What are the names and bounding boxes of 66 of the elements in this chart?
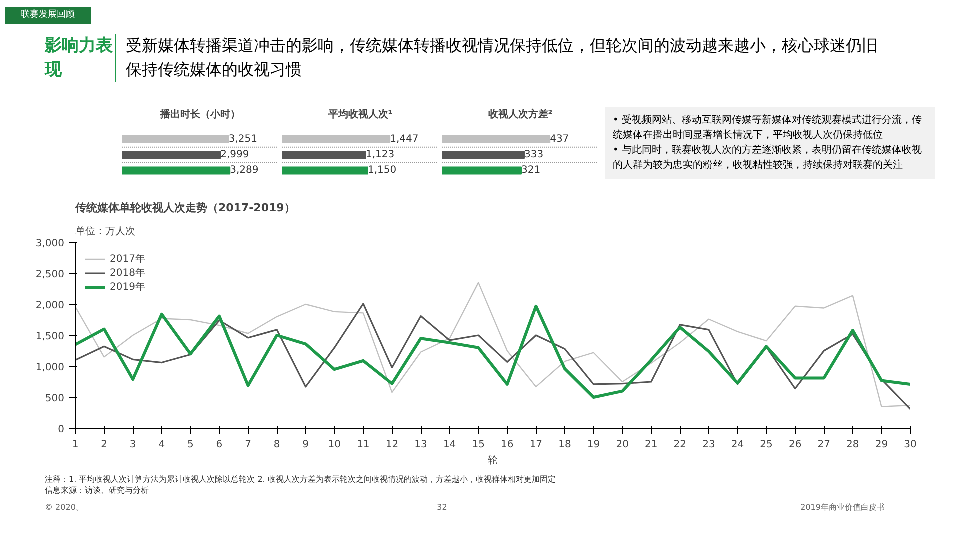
text: • 与此同时，联赛收视人次的方差逐渐收紧，表明仍留在传统媒体收视的人群为较为忠实的粉丝，收视粘性较强，持续保持对联赛的关注 — [613, 144, 924, 173]
data-label: 321 — [522, 165, 541, 176]
x-tick-label: 15 — [472, 440, 485, 450]
x-axis-title: 轮 — [488, 454, 498, 466]
x-tick-label: 28 — [846, 440, 860, 450]
data-label: 437 — [550, 134, 570, 146]
y-tick-label: 2,500 — [36, 270, 65, 280]
x-tick-label: 4 — [158, 440, 166, 450]
x-tick-label: 21 — [645, 440, 658, 450]
x-tick-label: 7 — [245, 440, 252, 450]
text: • 受视频网站、移动互联网传媒等新媒体对传统观赛模式进行分流，传统媒体在播出时间显著增长情况下，平均收视人次仍保持低位 — [613, 114, 924, 143]
x-tick-label: 24 — [731, 440, 744, 450]
x-tick-label: 10 — [328, 440, 342, 450]
x-tick-label: 18 — [558, 440, 572, 450]
text: 2019年商业价值白皮书 — [800, 502, 885, 513]
y-tick-label: 2,000 — [36, 300, 65, 312]
x-tick-label: 29 — [875, 440, 888, 450]
x-tick-label: 13 — [414, 440, 428, 450]
y-tick-label: 3,000 — [36, 238, 65, 250]
text: 信息来源：访谈、研究与分析 — [45, 485, 150, 496]
x-tick-label: 11 — [357, 440, 370, 450]
y-tick-label: 1,000 — [36, 362, 65, 374]
x-tick-label: 3 — [130, 440, 136, 450]
x-tick-label: 20 — [616, 440, 629, 450]
x-tick-label: 14 — [443, 440, 456, 450]
data-label: 1,150 — [368, 165, 397, 176]
chart-title: 播出时长（小时） — [160, 108, 240, 120]
legend-label: 2019年 — [110, 281, 146, 294]
x-tick-label: 27 — [818, 440, 830, 450]
data-label: 1,447 — [390, 134, 419, 146]
text: 影响力表现 — [45, 34, 114, 82]
chart-subtitle: 单位：万人次 — [76, 226, 136, 238]
x-tick-label: 26 — [788, 440, 802, 450]
data-label: 2,999 — [220, 150, 250, 161]
chart-title: 传统媒体单轮收视人次走势（2017-2019） — [74, 202, 296, 214]
text: 受新媒体转播渠道冲击的影响，传统媒体转播收视情况保持低位，但轮次间的波动越来越小，核心球迷仍旧保持传统媒体的收视习惯 — [115, 34, 885, 82]
x-tick-label: 9 — [302, 440, 310, 450]
chart-title: 收视人次方差² — [488, 108, 553, 120]
y-tick-label: 0 — [58, 424, 65, 436]
x-tick-label: 16 — [501, 440, 514, 450]
text: 联赛发展回顾 — [5, 7, 91, 24]
y-tick-label: 500 — [45, 394, 65, 404]
x-tick-label: 19 — [587, 440, 600, 450]
x-tick-label: 23 — [702, 440, 716, 450]
legend-label: 2018年 — [110, 267, 146, 280]
data-label: 1,123 — [366, 150, 395, 161]
line-series — [76, 282, 910, 408]
data-label: 3,289 — [230, 165, 259, 176]
x-tick-label: 12 — [386, 440, 399, 450]
text: 注释：1. 平均收视人次计算方法为累计收视人次除以总轮次 2. 收视人次方差为表示轮次之间收视情况的波动，方差越小，收视群体相对更加固定 — [45, 474, 557, 485]
x-tick-label: 1 — [72, 440, 79, 450]
x-tick-label: 2 — [101, 440, 108, 450]
x-tick-label: 5 — [187, 440, 194, 450]
x-tick-label: 8 — [274, 440, 280, 450]
y-tick-label: 1,500 — [36, 332, 65, 342]
x-tick-label: 22 — [674, 440, 687, 450]
data-label: 3,251 — [228, 134, 258, 146]
chart-title: 平均收视人次¹ — [327, 108, 393, 120]
x-tick-label: 6 — [216, 440, 223, 450]
text: © 2020。 — [45, 502, 84, 513]
x-tick-label: 30 — [904, 440, 917, 450]
x-tick-label: 17 — [530, 440, 543, 450]
legend-label: 2017年 — [110, 253, 146, 266]
x-tick-label: 25 — [760, 440, 773, 450]
text: 32 — [437, 502, 448, 513]
data-label: 333 — [524, 150, 544, 161]
